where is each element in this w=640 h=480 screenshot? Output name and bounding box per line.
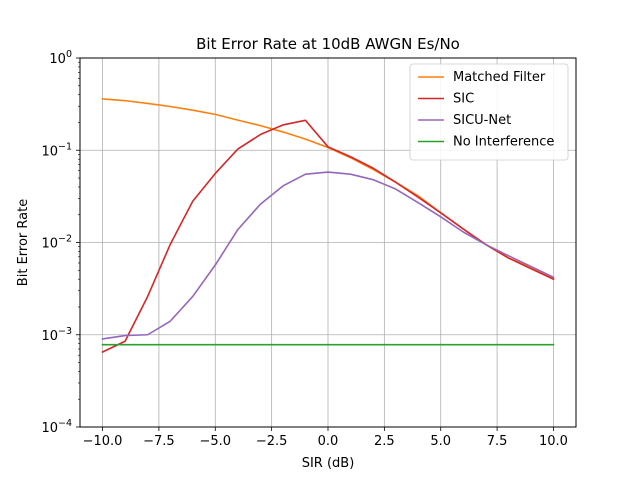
chart-title: Bit Error Rate at 10dB AWGN Es/No [196,35,460,53]
legend-label: No Interference [453,135,554,150]
x-axis-ticks: −10.0 −7.5 −5.0 −2.5 0.0 2.5 5.0 7.5 10.0 [83,427,568,449]
y-tick-label: 10−2 [41,234,72,252]
legend-label: Matched Filter [453,70,546,85]
x-tick-label: 7.5 [487,434,508,449]
y-tick-exponent: −2 [58,234,72,245]
x-tick-label: 10.0 [539,434,568,449]
y-axis-title: Bit Error Rate [16,199,31,286]
series-line-sicu-net [101,171,555,340]
y-tick-label: 100 [49,49,72,67]
x-tick-label: −10.0 [83,434,123,449]
x-tick-label: −7.5 [143,434,175,449]
y-tick-exponent: −1 [58,141,72,152]
x-tick-label: 0.0 [318,434,339,449]
x-axis-title: SIR (dB) [302,456,355,471]
y-tick-base: 10 [49,52,66,67]
x-tick-label: −2.5 [256,434,288,449]
legend-box [409,63,569,161]
y-tick-exponent: 0 [66,49,72,60]
series-lines [101,98,555,354]
y-tick-exponent: −4 [58,418,72,429]
y-tick-base: 10 [41,237,58,252]
y-tick-exponent: −3 [58,326,72,337]
y-tick-label: 10−4 [41,418,72,436]
y-tick-base: 10 [41,329,58,344]
x-tick-label: −5.0 [199,434,231,449]
x-tick-label: 2.5 [374,434,395,449]
legend-label: SIC [453,92,474,107]
y-tick-label: 10−1 [41,141,72,159]
x-tick-label: 5.0 [430,434,451,449]
y-tick-label: 10−3 [41,326,72,344]
y-tick-base: 10 [41,421,58,436]
legend-label: SICU-Net [453,113,511,128]
y-tick-base: 10 [41,144,58,159]
series-line-sic [101,119,555,354]
legend: Matched Filter SIC SICU-Net No Interference [409,63,569,161]
